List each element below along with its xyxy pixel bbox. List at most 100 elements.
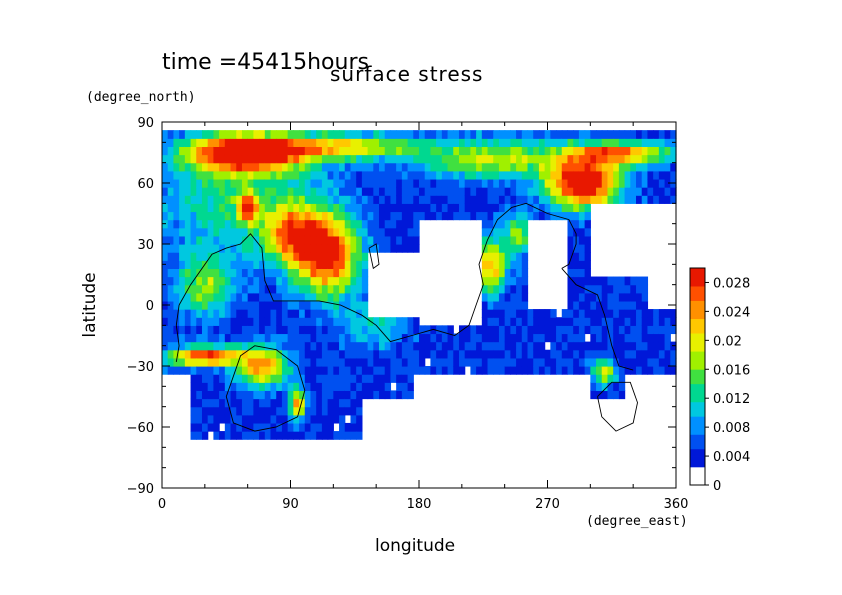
heat-cell xyxy=(304,406,312,416)
heatmap-field xyxy=(162,130,677,440)
heat-cell xyxy=(424,203,432,213)
heat-cell xyxy=(476,211,483,221)
heat-cell xyxy=(247,349,254,359)
heat-cell xyxy=(527,366,534,375)
heat-cell xyxy=(219,317,226,326)
heat-cell xyxy=(276,317,283,326)
heat-cell xyxy=(310,309,317,318)
heat-cell xyxy=(447,178,454,188)
heat-cell xyxy=(630,178,637,188)
heat-cell xyxy=(573,203,580,213)
heat-cell xyxy=(407,162,414,172)
heat-cell xyxy=(339,154,346,164)
heat-cell xyxy=(613,341,620,351)
heat-cell xyxy=(287,284,294,294)
heat-cell xyxy=(396,146,403,156)
heat-cell xyxy=(384,235,392,245)
heat-cell xyxy=(304,244,312,253)
heat-cell xyxy=(584,203,591,213)
heat-cell xyxy=(636,292,643,302)
heat-cell xyxy=(647,366,654,375)
heat-cell xyxy=(516,317,523,326)
heat-cell xyxy=(201,349,209,359)
heat-cell xyxy=(578,309,586,318)
heat-cell xyxy=(264,292,272,302)
heat-cell xyxy=(173,300,180,310)
heat-cell xyxy=(516,187,523,196)
heat-cell xyxy=(590,349,597,359)
colorbar-segment xyxy=(690,423,705,428)
heat-cell xyxy=(241,325,249,335)
heat-cell xyxy=(304,219,312,229)
heat-cell xyxy=(356,284,363,294)
heat-cell xyxy=(618,382,626,391)
heat-cell xyxy=(281,211,289,221)
heat-cell xyxy=(367,162,374,172)
heat-cell xyxy=(327,382,334,391)
heat-cell xyxy=(516,268,523,278)
heat-cell xyxy=(316,170,323,180)
heat-cell xyxy=(538,170,546,180)
heat-cell xyxy=(287,227,294,237)
heat-cell xyxy=(333,195,340,204)
heat-cell xyxy=(561,203,569,213)
heat-cell xyxy=(458,366,466,375)
heat-cell xyxy=(401,162,409,172)
heat-cell xyxy=(373,390,380,400)
heat-cell xyxy=(207,268,214,278)
heat-cell xyxy=(573,317,580,326)
heat-cell xyxy=(316,276,323,286)
heat-cell xyxy=(196,187,203,196)
heat-cell xyxy=(510,130,517,139)
heat-cell xyxy=(419,146,426,156)
heat-cell xyxy=(396,349,403,359)
heat-cell xyxy=(281,268,289,278)
heat-cell xyxy=(236,227,243,237)
heat-cell xyxy=(219,406,226,416)
heat-cell xyxy=(430,357,437,367)
heat-cell xyxy=(207,227,214,237)
heat-cell xyxy=(361,154,369,164)
heat-cell xyxy=(636,170,643,180)
heat-cell xyxy=(544,138,551,147)
heat-cell xyxy=(476,138,483,147)
heat-cell xyxy=(510,325,517,335)
heat-cell xyxy=(162,244,169,253)
heat-cell xyxy=(270,244,277,253)
heat-cell xyxy=(241,235,249,245)
heat-cell xyxy=(567,284,574,294)
heat-cell xyxy=(350,138,357,147)
heat-cell xyxy=(544,146,551,156)
heat-cell xyxy=(613,374,620,383)
y-tick-label: 0 xyxy=(146,299,154,314)
heat-cell xyxy=(327,333,334,343)
heat-cell xyxy=(333,284,340,294)
heat-cell xyxy=(424,130,432,139)
heat-cell xyxy=(299,357,306,367)
heat-cell xyxy=(299,414,306,424)
heat-cell xyxy=(413,366,420,375)
heat-cell xyxy=(259,292,266,302)
heat-cell xyxy=(458,146,466,156)
heat-cell xyxy=(236,374,243,383)
heat-cell xyxy=(333,414,340,424)
heat-cell xyxy=(424,154,432,164)
heat-cell xyxy=(259,268,266,278)
heat-cell xyxy=(201,244,209,253)
heat-cell xyxy=(276,431,283,440)
heat-cell xyxy=(413,203,420,213)
heat-cell xyxy=(213,268,220,278)
heat-cell xyxy=(293,260,300,269)
heat-cell xyxy=(276,268,283,278)
heat-cell xyxy=(527,195,534,204)
heat-cell xyxy=(321,187,329,196)
heat-cell xyxy=(624,309,631,318)
heat-cell xyxy=(590,333,597,343)
heat-cell xyxy=(321,260,329,269)
heat-cell xyxy=(173,170,180,180)
heat-cell xyxy=(259,309,266,318)
heat-cell xyxy=(179,341,186,351)
heat-cell xyxy=(327,292,334,302)
heat-cell xyxy=(498,138,506,147)
heat-cell xyxy=(641,317,649,326)
